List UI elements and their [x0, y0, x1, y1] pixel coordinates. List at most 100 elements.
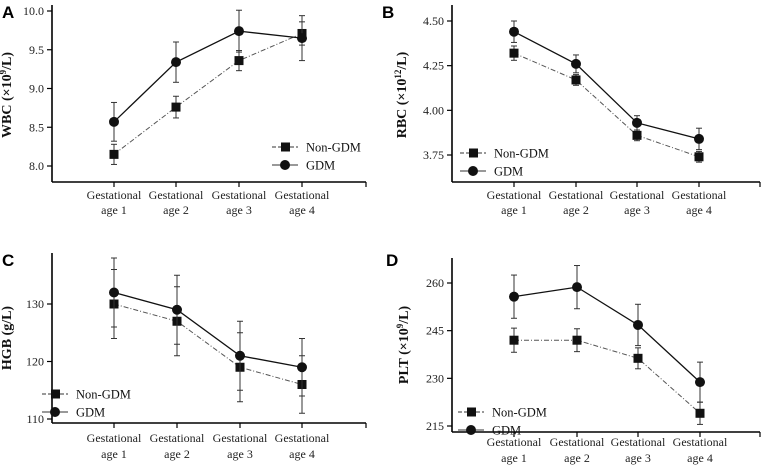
series-line: [513, 52, 700, 158]
y-tick-label: 8.5: [29, 120, 44, 134]
legend-marker-square: [51, 389, 60, 399]
y-tick-label: 10.0: [23, 4, 44, 18]
x-tick-label: Gestational: [150, 431, 205, 445]
x-tick-label: Gestational: [610, 188, 665, 202]
data-point-square: [109, 149, 119, 159]
data-point-square: [509, 335, 519, 345]
y-tick-label: 9.5: [29, 43, 44, 57]
series-line: [514, 339, 701, 414]
x-tick-label: Gestational: [611, 435, 666, 449]
y-tick-label: 260: [426, 276, 444, 290]
data-point-circle: [171, 57, 181, 68]
y-tick-label: 215: [426, 419, 444, 433]
y-axis-label-unit: /L): [395, 51, 410, 70]
series-line: [113, 30, 303, 123]
data-point-circle: [234, 26, 244, 37]
x-tick-label: Gestational: [275, 431, 330, 445]
panel-letter: D: [386, 251, 398, 270]
legend-marker-circle: [280, 160, 290, 170]
series-line: [113, 291, 303, 368]
y-axis-label-superscript: 9: [395, 323, 405, 328]
data-point-circle: [695, 377, 705, 388]
data-point-square: [694, 152, 704, 162]
x-tick-label: age 3: [625, 451, 651, 465]
data-point-square: [509, 48, 519, 58]
data-point-circle: [572, 282, 582, 293]
y-tick-label: 130: [26, 297, 44, 311]
series-gdm: GDM: [42, 257, 307, 420]
series-line: [113, 303, 303, 385]
data-point-circle: [633, 319, 643, 330]
x-tick-label: age 3: [624, 203, 650, 217]
x-tick-label: age 2: [564, 451, 590, 465]
x-tick-label: age 4: [289, 203, 315, 217]
series-line: [513, 31, 700, 140]
x-tick-label: Gestational: [275, 188, 330, 202]
panel-letter: B: [382, 3, 394, 22]
data-point-circle: [109, 287, 119, 298]
series-gdm: GDM: [460, 20, 704, 179]
x-tick-label: Gestational: [213, 431, 268, 445]
y-axis-label-text: WBC (×10: [0, 74, 15, 138]
data-point-circle: [172, 304, 182, 315]
legend-marker-square: [281, 142, 290, 152]
legend-label: GDM: [306, 159, 335, 173]
x-tick-label: age 1: [101, 447, 127, 461]
legend-label: Non-GDM: [306, 141, 361, 155]
x-tick-label: Gestational: [673, 435, 728, 449]
series-non-gdm: Non-GDM: [458, 327, 705, 425]
data-point-circle: [297, 33, 307, 44]
y-tick-label: 4.50: [423, 14, 444, 28]
data-point-circle: [509, 26, 519, 37]
data-point-circle: [632, 117, 642, 128]
data-point-circle: [235, 350, 245, 361]
x-tick-label: age 1: [501, 451, 527, 465]
x-tick-label: age 2: [163, 203, 189, 217]
x-tick-label: age 1: [101, 203, 127, 217]
x-tick-label: age 3: [227, 447, 253, 461]
x-tick-label: age 4: [687, 451, 713, 465]
legend-label: Non-GDM: [76, 388, 131, 402]
data-point-square: [571, 75, 581, 85]
x-tick-label: age 1: [501, 203, 527, 217]
x-tick-label: age 4: [289, 447, 315, 461]
legend-marker-circle: [50, 407, 60, 417]
y-axis-label-unit: /L): [397, 306, 412, 325]
legend-label: GDM: [492, 424, 521, 438]
legend-label: GDM: [494, 165, 523, 179]
legend-marker-square: [469, 148, 478, 158]
data-point-square: [572, 335, 582, 345]
legend-label: GDM: [76, 406, 105, 420]
y-axis-label-unit: /L): [0, 52, 15, 71]
x-tick-label: Gestational: [672, 188, 727, 202]
data-point-square: [171, 102, 181, 112]
y-tick-label: 120: [26, 355, 44, 369]
x-tick-label: age 2: [164, 447, 190, 461]
x-tick-label: Gestational: [550, 435, 605, 449]
y-tick-label: 245: [426, 324, 444, 338]
series-non-gdm: Non-GDM: [42, 269, 307, 414]
series-gdm: GDM: [458, 265, 705, 438]
data-point-square: [633, 353, 643, 363]
x-tick-label: age 3: [226, 203, 252, 217]
data-point-circle: [109, 116, 119, 127]
x-tick-label: Gestational: [487, 188, 542, 202]
panel-d: D 215 230 245 260 Gestational age 1 Gestational…: [386, 251, 761, 465]
y-axis-label-superscript: 9: [0, 69, 8, 74]
y-axis-label-text: RBC (×10: [395, 79, 410, 139]
series-non-gdm: Non-GDM: [109, 21, 361, 165]
legend-label: Non-GDM: [494, 147, 549, 161]
x-tick-label: Gestational: [149, 188, 204, 202]
y-axis-label-text: HGB (g/L): [0, 306, 15, 371]
panel-letter: C: [2, 251, 14, 270]
y-axis-label-text: PLT (×10: [397, 328, 412, 384]
y-tick-label: 8.0: [29, 159, 44, 173]
panel-letter: A: [2, 3, 14, 22]
series-non-gdm: Non-GDM: [460, 45, 704, 163]
y-tick-label: 4.25: [423, 59, 444, 73]
y-axis-label: WBC (×109/L): [0, 52, 15, 138]
data-point-square: [234, 56, 244, 66]
